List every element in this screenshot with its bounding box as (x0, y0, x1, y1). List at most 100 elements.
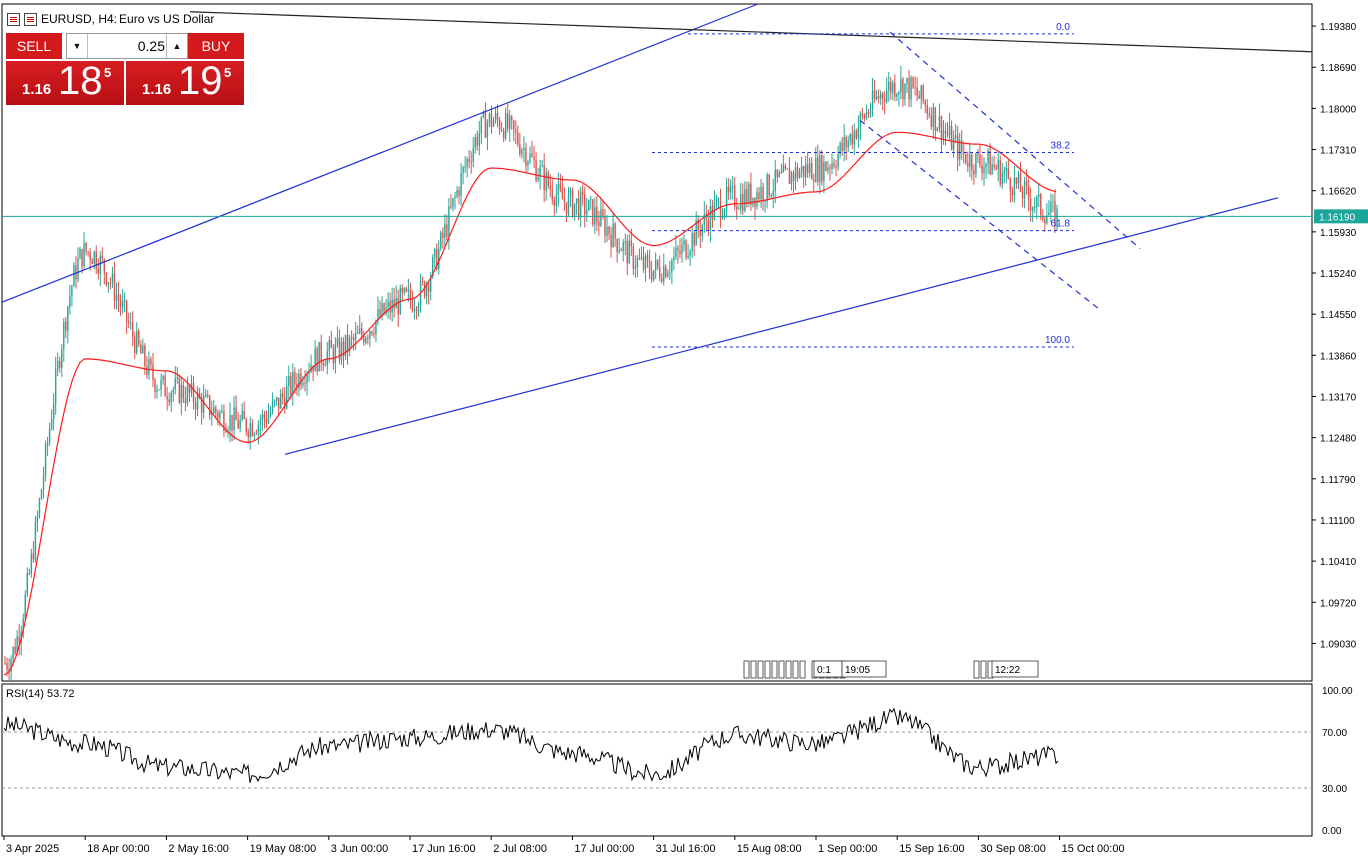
candle-body (563, 199, 566, 203)
candle-body (1048, 212, 1050, 216)
candle-body (490, 113, 493, 127)
candle-body (871, 90, 874, 111)
rsi-plot-border (1, 683, 1313, 837)
candle-body (975, 153, 977, 174)
candle-body (186, 385, 189, 403)
candle-body (403, 288, 406, 293)
time-tick-label: 2 May 16:00 (168, 843, 229, 855)
candle-body (898, 92, 900, 95)
candle-body (766, 174, 768, 201)
candle-body (551, 189, 553, 201)
candle-body (579, 191, 582, 218)
candle-body (196, 392, 199, 410)
chart-menu-icon[interactable] (7, 12, 20, 26)
candle-body (367, 338, 369, 340)
candle-body (442, 232, 444, 239)
candle-body (202, 396, 205, 413)
time-tick-label: 17 Jun 16:00 (412, 843, 476, 855)
price-tick-label: 1.11790 (1320, 475, 1356, 486)
candle-body (338, 338, 341, 361)
candle-body (28, 573, 31, 575)
event-marker-tick (778, 660, 785, 679)
lot-increase-icon[interactable]: ▲ (166, 34, 187, 58)
candle-body (946, 132, 949, 136)
candle-body (213, 407, 215, 414)
candle-body (632, 246, 635, 269)
candle-body (492, 120, 495, 127)
candle-body (695, 219, 697, 246)
price-tick-label: 1.12480 (1320, 434, 1357, 445)
lot-decrease-icon[interactable]: ▼ (67, 34, 88, 58)
candle-body (640, 257, 643, 259)
candle-body (26, 573, 29, 595)
candle-body (300, 373, 302, 386)
candle-body (217, 412, 219, 419)
candle-body (209, 395, 211, 416)
candle-body (1044, 219, 1046, 224)
event-marker-tick (743, 660, 750, 679)
fib-level-label: 100.0 (1045, 335, 1070, 346)
event-marker-tick (750, 660, 757, 679)
candle-body (740, 194, 742, 209)
price-tick-label: 1.16620 (1320, 187, 1357, 198)
candle-body (417, 305, 420, 312)
buy-price-box[interactable]: 1.16 19 5 (126, 59, 244, 105)
candle-body (571, 190, 574, 217)
candle-body (385, 307, 387, 314)
candle-body (584, 194, 586, 215)
candle-body (598, 221, 600, 226)
fibonacci-levels: 0.0 38.2 61.8 100.0 (652, 22, 1074, 348)
buy-button[interactable]: BUY (188, 33, 244, 59)
candle-body (371, 331, 373, 334)
candle-body (727, 186, 730, 193)
candle-body (831, 162, 833, 169)
candle-body (879, 93, 882, 99)
candle-body (825, 161, 827, 171)
candle-body (837, 153, 839, 168)
candle-body (85, 242, 87, 252)
candle-body (833, 162, 835, 167)
candle-body (174, 378, 176, 390)
candle-body (967, 162, 969, 168)
candle-body (780, 172, 783, 174)
candle-body (328, 340, 331, 352)
candle-body (211, 413, 213, 416)
price-tick-label: 1.14550 (1320, 310, 1357, 321)
candle-body (194, 402, 197, 410)
event-marker-tick (771, 660, 778, 679)
candle-body (257, 424, 260, 434)
sell-button[interactable]: SELL (6, 33, 62, 59)
chart-window-icon[interactable] (24, 12, 37, 26)
candle-body (644, 255, 647, 270)
candle-body (225, 430, 227, 432)
candle-body (12, 647, 14, 660)
time-tick-label: 3 Apr 2025 (6, 843, 59, 855)
sell-price-box[interactable]: 1.16 18 5 (6, 59, 124, 105)
candle-body (164, 376, 166, 397)
candle-body (604, 216, 606, 236)
candle-body (963, 151, 965, 154)
candle-body (97, 268, 99, 274)
candle-body (290, 375, 292, 395)
candle-body (81, 248, 83, 267)
lot-size-input[interactable]: 0.25 (137, 38, 165, 54)
candle-body (703, 213, 706, 225)
candle-body (944, 130, 947, 133)
candle-body (125, 300, 128, 322)
lot-size-stepper[interactable]: ▼ 0.25 ▲ (66, 33, 188, 59)
candle-body (247, 431, 249, 438)
candle-body (502, 130, 505, 139)
candle-body (511, 116, 513, 121)
candle-body (67, 306, 69, 331)
candle-body (610, 234, 612, 248)
candle-body (748, 183, 750, 204)
candle-body (515, 129, 517, 133)
candle-body (804, 164, 807, 178)
candle-body (910, 77, 912, 100)
event-marker-tick (973, 660, 980, 679)
candle-body (160, 379, 162, 390)
candle-body (954, 135, 957, 138)
time-tick-label: 15 Aug 08:00 (737, 843, 802, 855)
moving-average-path (3, 131, 1057, 676)
sell-price-prefix: 1.16 (22, 81, 52, 98)
